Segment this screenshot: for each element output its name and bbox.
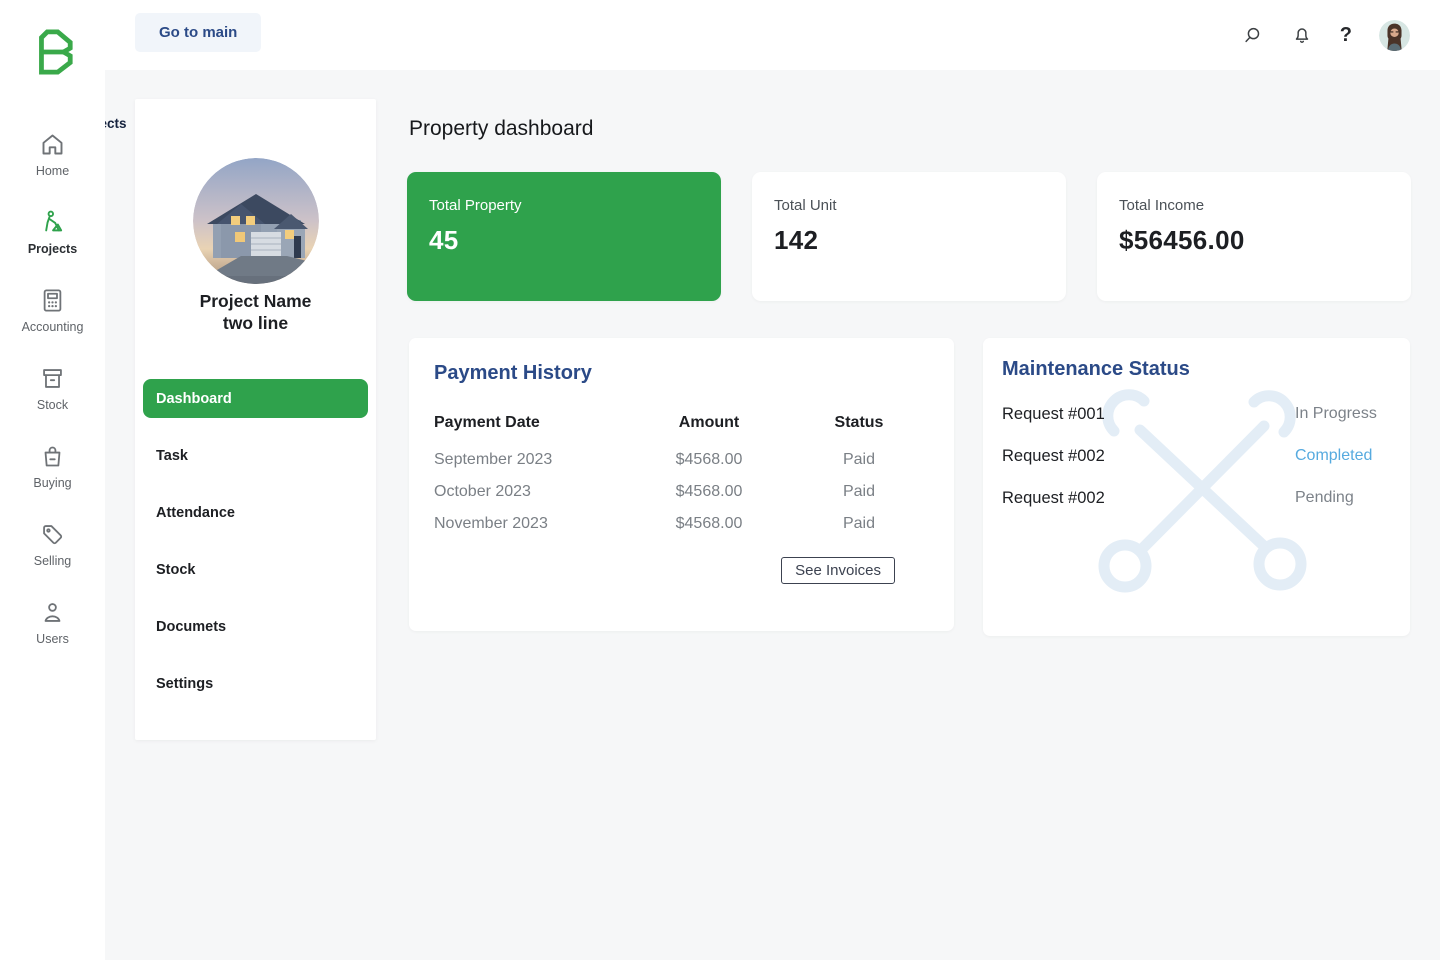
sidebar-item-home[interactable]: Home [0,126,105,183]
payment-amount: $4568.00 [675,483,743,500]
stat-value: 142 [774,225,819,255]
maintenance-rows: Request #001 In Progress Request #002 Co… [1002,402,1391,510]
project-name-line2: two line [222,313,289,333]
topbar-actions: ? [1242,0,1410,70]
project-menu-item-documets[interactable]: Documets [156,618,227,635]
help-icon[interactable]: ? [1339,24,1352,46]
sidebar-item-label: Buying [33,476,72,490]
home-icon [42,134,63,155]
project-photo [193,158,319,284]
column-header-amount: Amount [678,414,740,431]
payment-history-title: Payment History [434,362,592,384]
sidebar-item-label: Home [35,164,70,178]
table-row: October 2023 $4568.00 Paid [434,476,929,508]
go-to-main-button[interactable]: Go to main [135,13,262,52]
stat-card-total-unit: Total Unit 142 [752,172,1066,301]
stat-value: 45 [429,225,459,255]
brand-logo-icon[interactable] [29,26,75,78]
sidebar-item-stock[interactable]: Stock [0,360,105,417]
status-badge: Completed [1295,447,1373,464]
stat-label: Total Income [1119,197,1205,214]
request-label: Request #001 [1002,404,1105,423]
sidebar-item-buying[interactable]: Buying [0,438,105,495]
list-item: Request #002 Completed [1002,444,1391,468]
payment-history-card: Payment History Payment Date Amount Stat… [409,338,954,631]
payment-status: Paid [842,515,876,532]
payment-table-header: Payment Date Amount Status [434,407,929,444]
sidebar-item-accounting[interactable]: Accounting [0,282,105,339]
topbar: Go to main ? [0,0,1440,70]
stat-card-total-property: Total Property 45 [407,172,721,301]
table-row: September 2023 $4568.00 Paid [434,444,929,476]
stat-label: Total Unit [774,197,837,214]
stat-card-total-income: Total Income $56456.00 [1097,172,1411,301]
search-icon[interactable] [1242,24,1264,46]
project-menu-item-settings[interactable]: Settings [156,675,214,692]
project-menu-item-dashboard[interactable]: Dashboard [143,379,368,418]
shopping-bag-icon [44,446,61,467]
payment-date: September 2023 [434,451,553,468]
request-label: Request #002 [1002,488,1105,507]
project-name: Project Name two line [135,290,376,334]
bell-icon[interactable] [1291,24,1313,46]
payment-table: Payment Date Amount Status September 202… [434,407,929,540]
status-badge: In Progress [1295,405,1377,422]
avatar[interactable] [1379,19,1410,51]
project-menu-item-stock[interactable]: Stock [156,561,196,578]
archive-box-icon [43,369,62,388]
app-sidebar: Home Projects [0,0,105,960]
tag-icon [43,525,63,545]
calculator-icon [43,289,62,312]
projects-icon [45,210,63,232]
sidebar-item-label: Stock [36,398,69,412]
maintenance-status-title: Maintenance Status [1002,358,1190,380]
page-title: Property dashboard [409,117,594,140]
sidebar-item-label: Users [36,632,69,646]
sidebar-item-label: Selling [33,554,72,568]
payment-status: Paid [842,451,876,468]
sidebar-item-projects[interactable]: Projects [0,204,105,261]
project-menu-item-attendance[interactable]: Attendance [156,504,235,521]
see-invoices-button[interactable]: See Invoices [781,557,895,584]
payment-date: November 2023 [434,515,548,532]
project-name-line1: Project Name [199,291,312,311]
sidebar-item-users[interactable]: Users [0,594,105,651]
project-menu: Dashboard Task Attendance Stock Documets… [143,379,368,712]
list-item: Request #001 In Progress [1002,402,1391,426]
project-menu-item-task[interactable]: Task [156,447,188,464]
user-icon [44,603,61,622]
request-label: Request #002 [1002,446,1105,465]
maintenance-status-card: Maintenance Status Request #001 In Progr… [983,338,1410,636]
list-item: Request #002 Pending [1002,486,1391,510]
stat-label: Total Property [429,197,522,214]
primary-nav: Home Projects [0,126,105,651]
column-header-payment-date: Payment Date [434,414,540,431]
payment-status: Paid [842,483,876,500]
sidebar-item-label: Projects [27,242,78,256]
stats-row: Total Property 45 Total Unit 142 Total I… [407,172,1411,301]
payment-amount: $4568.00 [675,515,743,532]
sidebar-item-label: Accounting [21,320,84,334]
status-badge: Pending [1295,489,1354,506]
column-header-status: Status [834,414,884,431]
payment-amount: $4568.00 [675,451,743,468]
table-row: November 2023 $4568.00 Paid [434,508,929,540]
stat-value: $56456.00 [1119,225,1245,255]
payment-date: October 2023 [434,483,531,500]
sidebar-item-selling[interactable]: Selling [0,516,105,573]
